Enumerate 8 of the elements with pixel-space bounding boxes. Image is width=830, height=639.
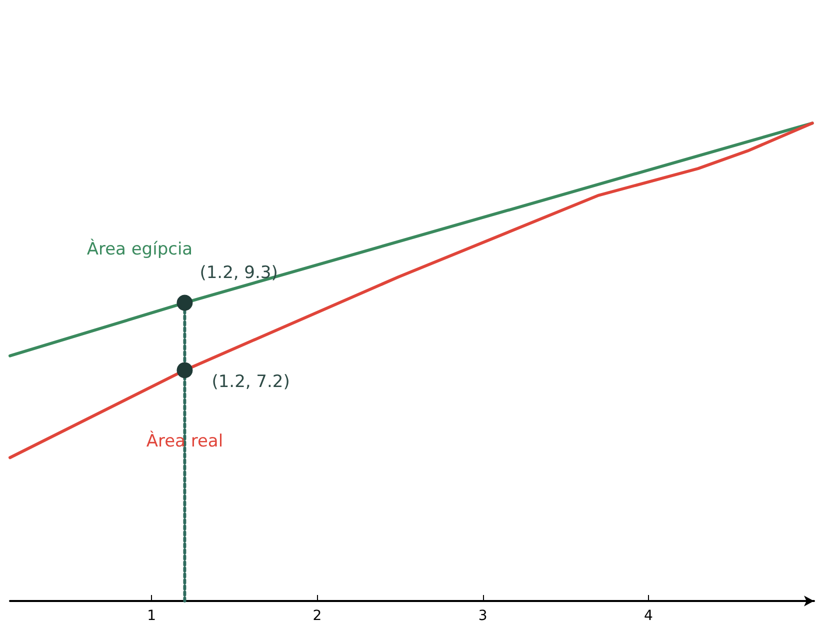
x-tick-label: 4 bbox=[644, 608, 653, 624]
text: Àrea egípcia bbox=[86, 238, 193, 260]
annotation: (1.2, 9.3) bbox=[200, 262, 278, 283]
x-tick-label: 1 bbox=[147, 608, 156, 624]
annotation: (1.2, 7.2) bbox=[212, 372, 290, 392]
x-tick-label: 2 bbox=[312, 608, 322, 624]
text: Àrea real bbox=[146, 430, 224, 452]
x-tick-label: 3 bbox=[478, 608, 488, 624]
